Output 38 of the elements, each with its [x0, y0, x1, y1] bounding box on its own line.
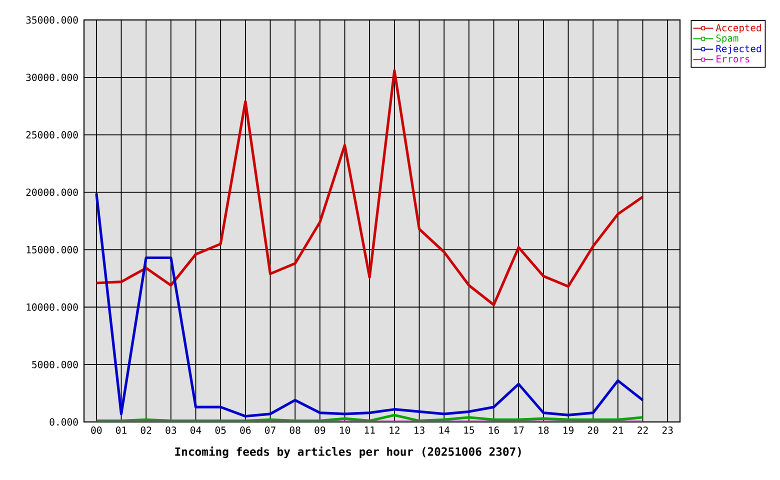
- x-tick-label: 06: [240, 426, 251, 434]
- x-tick-label: 16: [489, 426, 500, 434]
- legend-label: Accepted: [716, 24, 761, 34]
- x-tick-label: 15: [464, 426, 474, 434]
- y-tick-label: 25000.000: [26, 131, 78, 139]
- x-tick-label: 03: [166, 426, 176, 434]
- x-tick-label: 19: [564, 426, 574, 434]
- legend-label: Errors: [716, 55, 750, 63]
- x-tick-label: 23: [662, 426, 673, 434]
- legend-label: Spam: [716, 34, 738, 44]
- x-axis-title: Incoming feeds by articles per hour (20251006 2307): [175, 446, 521, 458]
- x-tick-label: 05: [215, 426, 226, 434]
- y-tick-label: 5000.000: [32, 360, 78, 368]
- y-tick-label: 35000.000: [26, 16, 78, 24]
- x-tick-label: 11: [364, 426, 375, 434]
- x-tick-label: 04: [190, 426, 202, 434]
- x-tick-label: 07: [265, 426, 276, 434]
- x-tick-label: 02: [140, 426, 152, 434]
- x-tick-label: 20: [588, 426, 598, 434]
- legend-label: Rejected: [716, 44, 761, 54]
- x-tick-label: 17: [514, 426, 524, 434]
- y-tick-label: 10000.000: [26, 303, 78, 311]
- x-tick-label: 09: [314, 426, 326, 434]
- x-tick-label: 13: [414, 426, 424, 434]
- x-tick-label: 00: [91, 426, 102, 434]
- x-tick-label: 21: [612, 426, 624, 434]
- x-tick-label: 14: [439, 426, 450, 434]
- y-tick-label: 20000.000: [26, 188, 78, 196]
- line-series: [95, 69, 644, 306]
- x-tick-label: 22: [638, 426, 648, 434]
- x-tick-label: 18: [538, 426, 549, 434]
- y-tick-label: 30000.000: [26, 74, 78, 82]
- y-tick-label: 0.000: [50, 418, 78, 426]
- x-tick-label: 10: [340, 426, 350, 434]
- x-tick-label: 12: [390, 426, 400, 434]
- x-tick-label: 01: [116, 426, 126, 434]
- y-tick-label: 15000.000: [26, 246, 78, 254]
- x-tick-label: 08: [290, 426, 300, 434]
